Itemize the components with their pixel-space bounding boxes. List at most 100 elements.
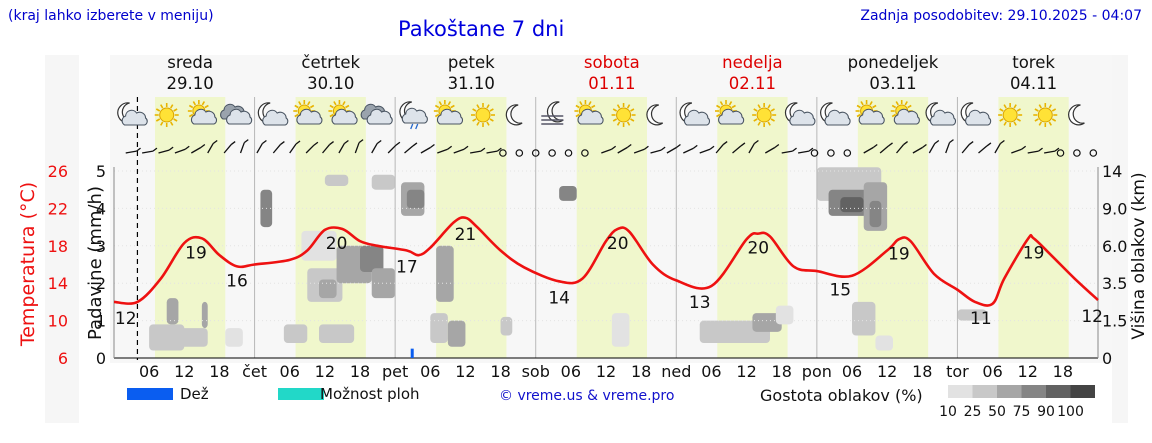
sun-ray: [1038, 121, 1042, 126]
hour-tick-label: 18: [772, 362, 792, 381]
day-abbrev-label: pet: [382, 362, 408, 381]
temperature-label: 16: [226, 271, 248, 291]
weather-icon-row: [117, 100, 1085, 130]
wind-barb-flag: [295, 140, 301, 145]
sun-ray: [1003, 121, 1007, 126]
cloud-cell: [225, 328, 243, 347]
wind-barb-flag: [1054, 147, 1060, 152]
sun-ray: [329, 104, 334, 109]
cloud-cell: [500, 316, 513, 336]
calm-wind-icon: [548, 149, 556, 157]
sun-icon: [1033, 103, 1058, 127]
sun-ray: [201, 101, 206, 106]
hour-tick-label: 06: [420, 362, 440, 381]
wind-barb-icon: [142, 150, 154, 154]
cloud-density-swatch: [948, 385, 973, 398]
wind-barb-icon: [1044, 150, 1056, 154]
wind-barb-flag: [986, 142, 992, 147]
cloud-shape: [858, 108, 885, 125]
last-updated: Zadnja posodobitev: 29.10.2025 - 04:07: [860, 8, 1142, 24]
cloud-height-tick-label: 0: [1102, 349, 1112, 368]
hour-tick-label: 18: [350, 362, 370, 381]
wind-barb-flag: [243, 139, 249, 144]
day-name: torek: [1012, 53, 1055, 72]
cloud-cell: [447, 320, 466, 347]
rain-drop: [415, 123, 419, 130]
temperature-label: 12: [1081, 307, 1103, 327]
wind-barb-flag: [660, 146, 666, 151]
moon-icon: [505, 104, 523, 126]
cloud-density-level: 50: [988, 404, 1006, 420]
sun-ray: [160, 121, 164, 126]
calm-wind-icon: [564, 149, 573, 157]
wind-barb-icon: [748, 143, 755, 154]
cloud-cell: [406, 189, 425, 209]
left-axis-panel: [45, 55, 79, 423]
sun-ray: [188, 113, 194, 118]
sun-disc: [756, 107, 772, 123]
wind-barb-flag: [395, 141, 401, 146]
sun-ray: [1016, 108, 1021, 112]
calm-wind-icon: [581, 149, 589, 157]
sun-cloud-icon: [433, 100, 464, 125]
sun-disc: [1037, 107, 1053, 123]
hour-tick-label: 12: [596, 362, 616, 381]
temperature-label: 15: [829, 281, 851, 301]
sun-ray: [575, 113, 580, 118]
sun-ray: [999, 118, 1004, 122]
cloud-density-swatch: [972, 385, 997, 398]
wind-barb-icon: [863, 146, 874, 154]
cloud-cell: [752, 313, 782, 332]
wind-barb-icon: [453, 148, 465, 154]
sun-ray: [476, 104, 480, 109]
sun-ray: [630, 118, 635, 122]
sun-ray: [1051, 118, 1057, 122]
hour-tick-label: 06: [139, 362, 159, 381]
wind-barb-flag: [279, 141, 285, 146]
hour-tick-label: 12: [315, 362, 335, 381]
cloud-density-level: 10: [939, 404, 957, 420]
hour-tick-label: 12: [736, 362, 756, 381]
precip-tick-label: 3: [96, 237, 106, 256]
cloud-density-level: 100: [1057, 404, 1084, 420]
cloud-shape: [190, 108, 218, 125]
wind-barb-flag: [922, 143, 927, 149]
cloud-density-level: 25: [964, 404, 982, 420]
hour-tick-label: 18: [490, 362, 510, 381]
wind-barb-icon: [781, 150, 793, 154]
day-date: 31.10: [448, 74, 495, 93]
sun-ray: [1034, 118, 1039, 122]
sun-ray: [345, 104, 350, 109]
sun-ray: [486, 104, 490, 109]
temperature-label: 19: [888, 244, 910, 264]
wind-barb-icon: [387, 144, 397, 154]
cloud-shape: [929, 109, 957, 126]
moon-cloud-icon: [784, 102, 816, 126]
sun-ray: [907, 104, 912, 109]
sun-ray: [1038, 104, 1042, 109]
temperature-label: 13: [689, 293, 711, 313]
right-axis-panel: [1112, 55, 1128, 423]
wind-barb-flag: [754, 139, 759, 144]
cloud-cell: [371, 268, 396, 299]
cloud-shape: [401, 107, 428, 124]
wind-barb-icon: [239, 142, 245, 154]
day-name: ponedeljek: [848, 53, 939, 72]
temperature-label: 21: [455, 225, 477, 245]
wind-barb-icon: [912, 146, 923, 154]
credit-link[interactable]: © vreme.us & vreme.pro: [499, 388, 675, 404]
sun-ray: [767, 121, 771, 126]
moon-icon: [646, 104, 664, 126]
calm-wind-icon: [499, 149, 507, 157]
temperature-label: 12: [115, 309, 137, 329]
sun-ray: [612, 108, 618, 112]
wind-barb-flag: [496, 147, 502, 152]
cloud-cell: [319, 279, 337, 299]
cloud-shape: [366, 108, 393, 125]
wind-barb-flag: [152, 147, 158, 152]
cloud-height-tick-label: 9.0: [1102, 199, 1127, 218]
wind-barb-flag: [808, 147, 814, 152]
day-name: sobota: [584, 53, 640, 72]
cloud-density-title: Gostota oblakov (%): [760, 386, 923, 405]
sun-ray: [891, 113, 897, 118]
